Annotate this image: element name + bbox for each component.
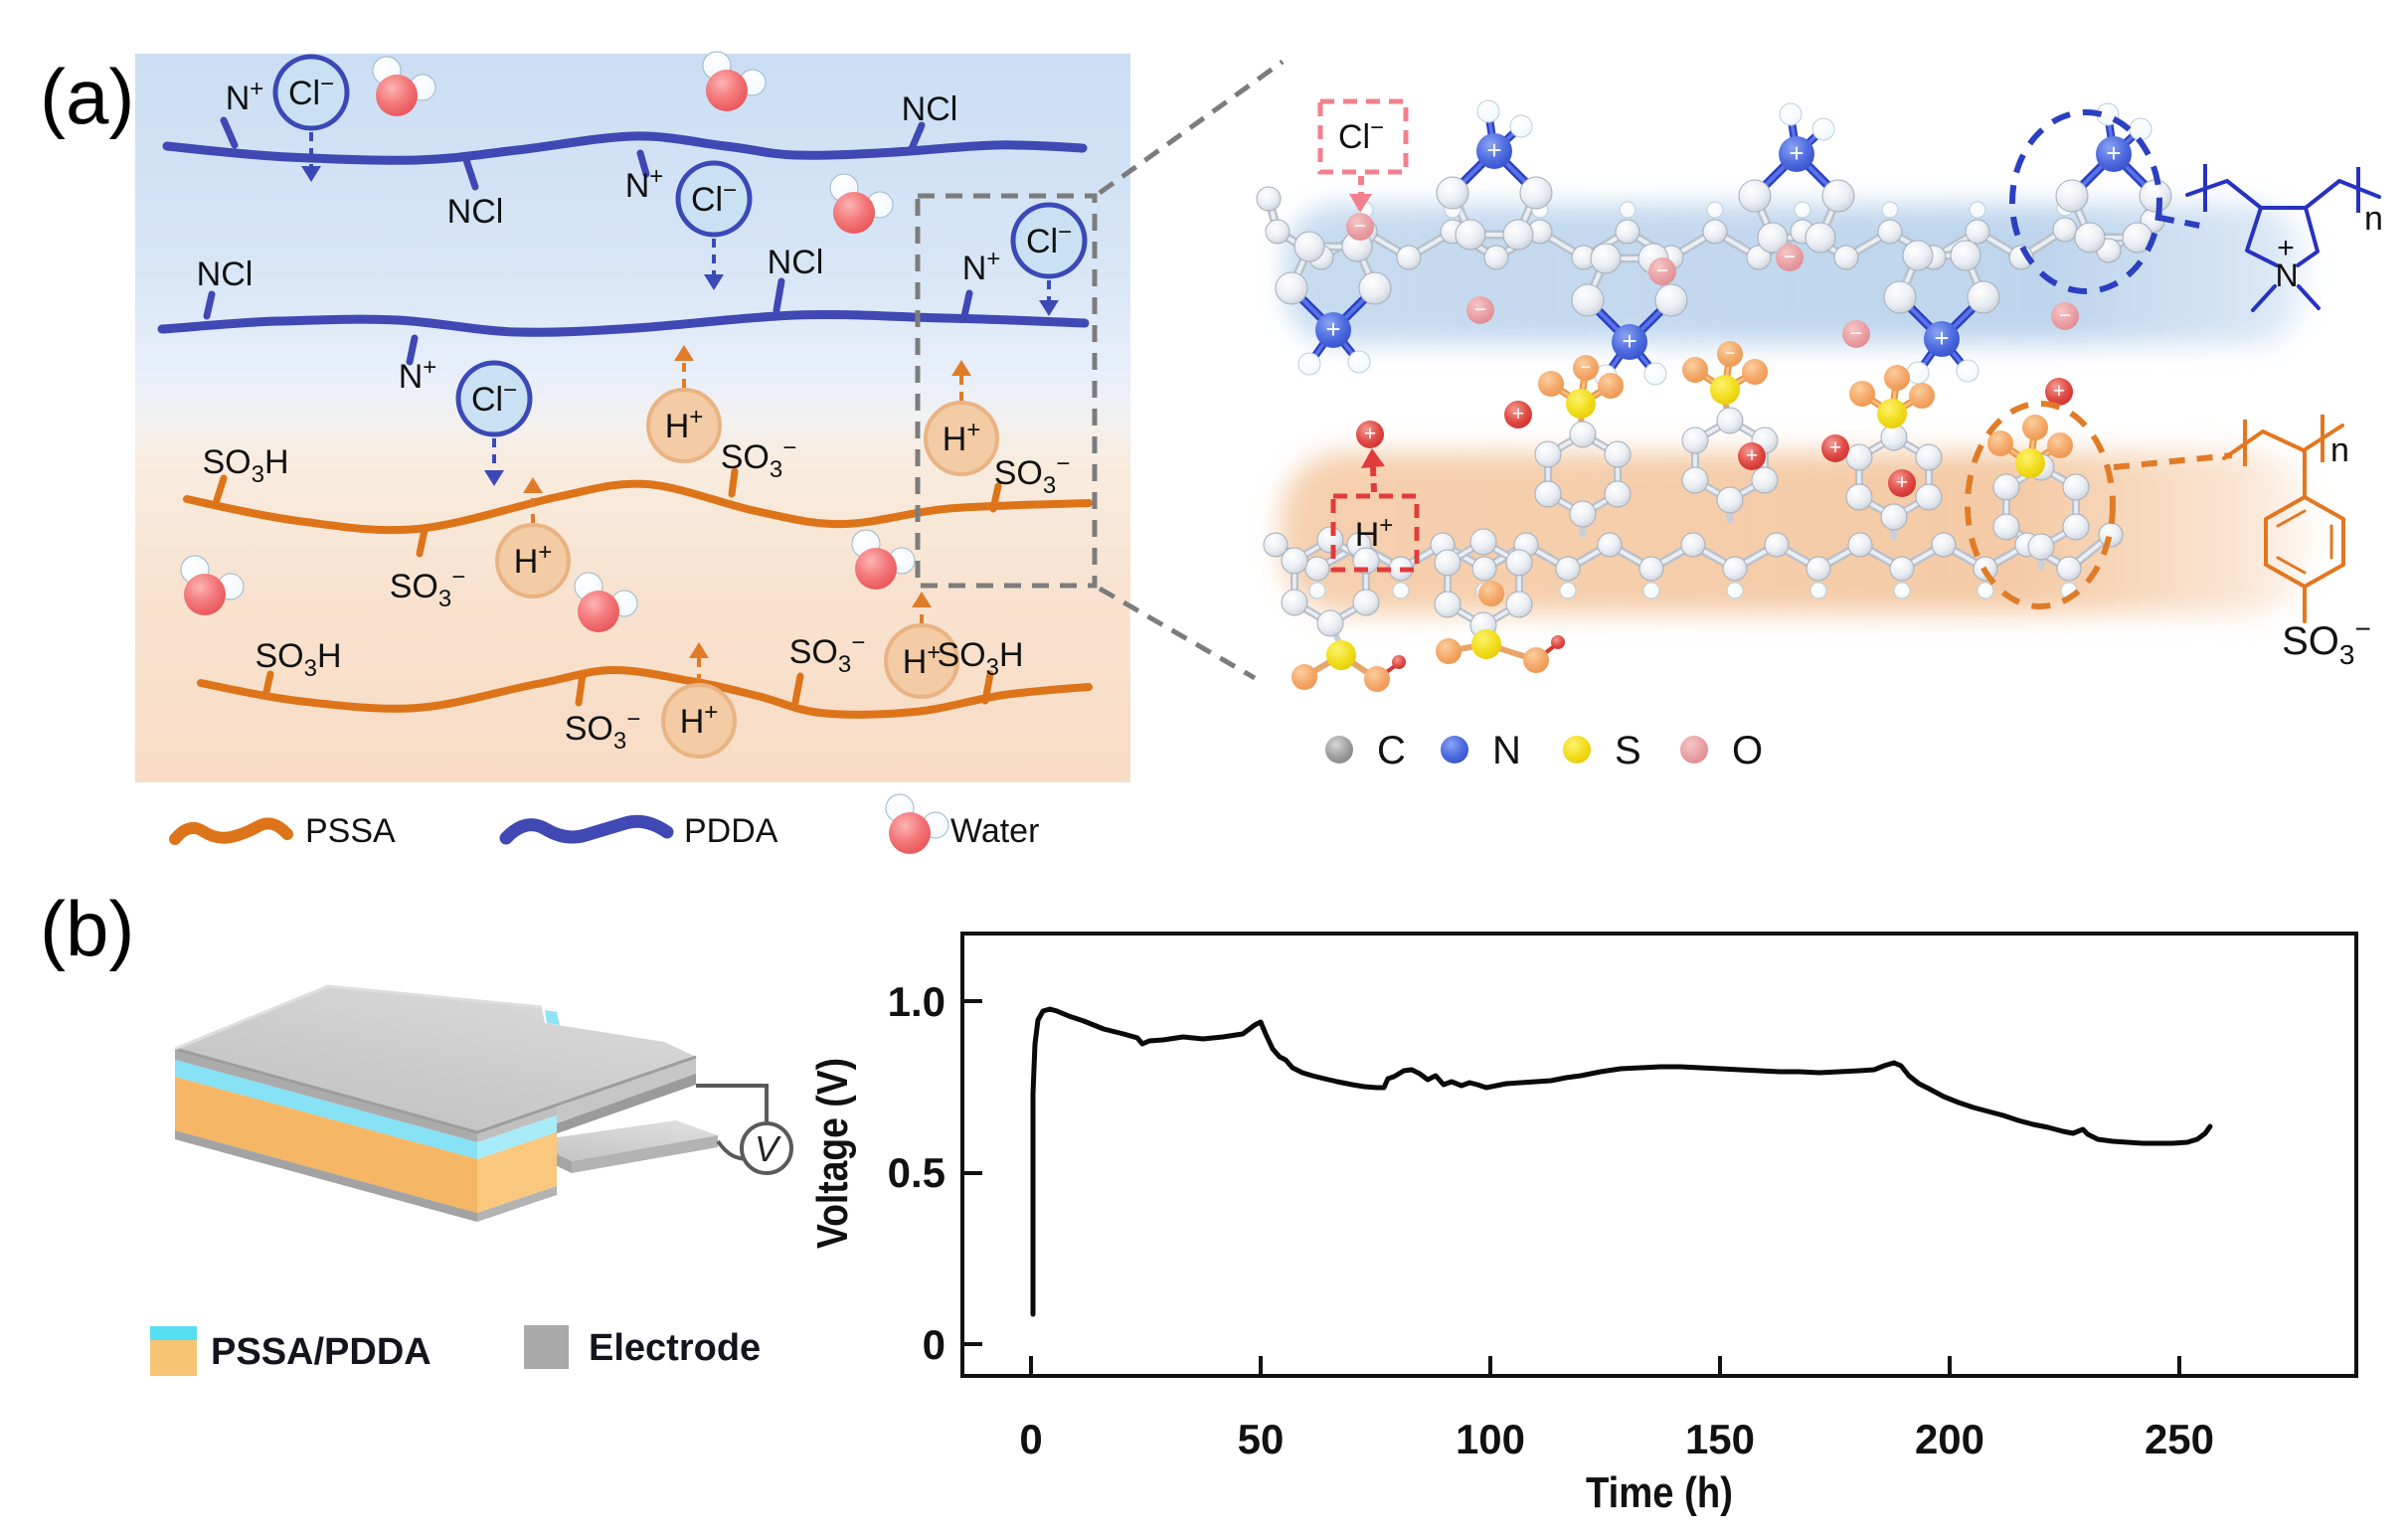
- svg-text:+: +: [2106, 138, 2121, 168]
- svg-text:SO3−: SO3−: [994, 450, 1071, 499]
- svg-text:Voltage (V): Voltage (V): [808, 1058, 857, 1249]
- svg-text:N: N: [1492, 729, 1521, 772]
- svg-text:Cl−: Cl−: [1338, 114, 1384, 156]
- svg-text:−: −: [1725, 343, 1736, 363]
- svg-text:+: +: [1512, 403, 1524, 426]
- svg-text:PDDA: PDDA: [684, 812, 778, 850]
- svg-text:H+: H+: [680, 699, 719, 741]
- svg-text:Cl−: Cl−: [288, 71, 334, 112]
- svg-text:V: V: [755, 1128, 781, 1169]
- svg-text:H+: H+: [943, 417, 981, 458]
- svg-text:Water: Water: [950, 812, 1039, 850]
- svg-text:0: 0: [1019, 1416, 1042, 1462]
- svg-text:+: +: [1364, 423, 1376, 445]
- svg-text:N+: N+: [399, 354, 437, 396]
- svg-text:n: n: [2364, 200, 2383, 238]
- svg-text:−: −: [1474, 298, 1486, 321]
- svg-text:+: +: [1829, 436, 1841, 459]
- svg-text:−: −: [1354, 215, 1366, 238]
- svg-text:N: N: [2275, 257, 2298, 293]
- svg-text:SO3−: SO3−: [565, 706, 641, 755]
- svg-text:Electrode: Electrode: [589, 1327, 761, 1369]
- svg-text:SO3H: SO3H: [255, 637, 341, 682]
- svg-text:SO3−: SO3−: [390, 564, 466, 612]
- svg-text:SO3H: SO3H: [937, 636, 1023, 681]
- svg-text:SO3−: SO3−: [789, 629, 866, 678]
- svg-text:H+: H+: [903, 639, 942, 681]
- svg-text:H+: H+: [665, 404, 704, 445]
- svg-text:1.0: 1.0: [888, 978, 946, 1025]
- svg-text:H+: H+: [1355, 512, 1394, 554]
- svg-text:O: O: [1732, 729, 1763, 772]
- svg-text:N+: N+: [625, 163, 664, 205]
- svg-text:NCl: NCl: [902, 90, 958, 128]
- svg-text:(b): (b): [40, 885, 134, 972]
- svg-text:−: −: [2059, 304, 2071, 327]
- svg-text:Cl−: Cl−: [691, 177, 737, 219]
- svg-text:+: +: [2277, 232, 2295, 264]
- svg-text:250: 250: [2145, 1416, 2214, 1462]
- svg-text:Time (h): Time (h): [1586, 1468, 1733, 1517]
- svg-text:0.5: 0.5: [888, 1149, 946, 1196]
- svg-text:0: 0: [923, 1321, 946, 1368]
- svg-text:150: 150: [1685, 1416, 1755, 1462]
- svg-text:+: +: [1746, 444, 1758, 467]
- svg-text:SO3−: SO3−: [721, 434, 797, 483]
- svg-text:C: C: [1377, 729, 1406, 772]
- svg-text:n: n: [2330, 431, 2349, 469]
- svg-text:NCl: NCl: [447, 193, 504, 231]
- svg-text:50: 50: [1238, 1416, 1285, 1462]
- svg-text:100: 100: [1456, 1416, 1525, 1462]
- svg-text:+: +: [1622, 326, 1636, 356]
- svg-text:SO3−: SO3−: [2282, 613, 2371, 670]
- svg-text:−: −: [1656, 259, 1668, 282]
- svg-text:NCl: NCl: [768, 244, 824, 281]
- svg-text:S: S: [1615, 729, 1641, 772]
- svg-text:Cl−: Cl−: [471, 377, 517, 419]
- svg-text:Cl−: Cl−: [1026, 219, 1072, 260]
- svg-text:+: +: [1486, 135, 1501, 165]
- svg-text:+: +: [1325, 314, 1340, 344]
- svg-text:−: −: [1581, 357, 1592, 377]
- svg-text:200: 200: [1915, 1416, 1984, 1462]
- svg-text:N+: N+: [962, 246, 1001, 287]
- svg-text:SO3H: SO3H: [202, 443, 288, 488]
- svg-text:NCl: NCl: [197, 256, 254, 293]
- svg-text:H+: H+: [514, 539, 553, 581]
- svg-text:PSSA/PDDA: PSSA/PDDA: [211, 1331, 431, 1373]
- svg-text:−: −: [1784, 246, 1796, 268]
- svg-text:N+: N+: [226, 76, 264, 117]
- svg-text:+: +: [1896, 471, 1908, 494]
- svg-text:+: +: [1934, 323, 1949, 353]
- svg-text:(a): (a): [40, 53, 134, 140]
- svg-text:+: +: [1789, 138, 1804, 168]
- svg-text:−: −: [1850, 322, 1862, 345]
- svg-text:+: +: [2053, 380, 2065, 403]
- svg-text:PSSA: PSSA: [305, 812, 396, 850]
